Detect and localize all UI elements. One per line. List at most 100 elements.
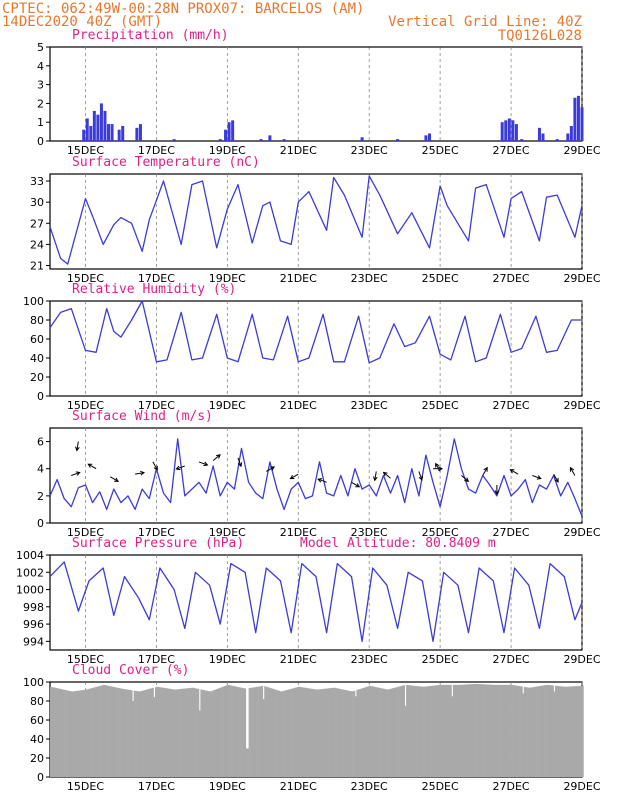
cloud-bar xyxy=(122,688,125,777)
cloud-bar xyxy=(315,689,318,777)
cloud-bar xyxy=(215,689,218,777)
y-tick-label: 6 xyxy=(37,436,44,449)
precip-bar xyxy=(99,103,103,141)
cloud-bar xyxy=(137,691,140,777)
cloud-bar xyxy=(176,689,178,777)
cloud-bar xyxy=(281,691,283,777)
series-line xyxy=(49,300,582,364)
cloud-bar xyxy=(213,690,215,777)
cloud-bar xyxy=(170,689,173,777)
cloud-bar xyxy=(535,686,537,777)
precip-bar xyxy=(121,125,125,141)
y-tick-label: 0 xyxy=(37,517,44,530)
cloud-bar xyxy=(164,688,167,777)
cloud-bar xyxy=(363,687,366,777)
cloud-bar xyxy=(119,688,122,777)
cloud-bar xyxy=(552,685,554,777)
cloud-bar xyxy=(265,686,268,777)
cloud-bar xyxy=(224,685,227,777)
cloud-bar xyxy=(264,686,266,777)
cloud-bar xyxy=(295,687,298,777)
cloud-bar xyxy=(359,688,361,777)
cloud-bar xyxy=(381,688,384,777)
panel-frame xyxy=(49,173,583,270)
cloud-bar xyxy=(99,685,102,777)
cloud-bar xyxy=(529,687,532,777)
precip-bar xyxy=(566,133,570,141)
cloud-bar xyxy=(269,688,272,777)
cloud-bar xyxy=(522,693,525,777)
x-tick-label: 19DEC xyxy=(209,526,246,539)
cloud-bar xyxy=(379,687,381,777)
cloud-bar xyxy=(469,684,472,777)
cloud-bar xyxy=(251,687,254,777)
precip-bar xyxy=(218,139,222,141)
x-tick-label: 23DEC xyxy=(351,653,388,666)
cloud-bar xyxy=(394,687,397,777)
cloud-bar xyxy=(318,689,320,777)
cloud-bar xyxy=(177,689,180,777)
cloud-bar xyxy=(355,696,357,777)
cloud-bar xyxy=(576,686,579,777)
y-tick-label: 0 xyxy=(37,771,44,784)
cloud-bar xyxy=(257,686,259,777)
x-tick-label: 21DEC xyxy=(280,780,317,793)
y-tick-label: 20 xyxy=(30,752,44,765)
x-tick-label: 25DEC xyxy=(422,780,459,793)
cloud-bar xyxy=(118,688,120,777)
panel-title: Surface Wind (m/s) xyxy=(72,409,213,424)
x-tick-label: 21DEC xyxy=(280,399,317,412)
cloud-bar xyxy=(288,689,291,777)
cloud-bar xyxy=(387,689,390,777)
cloud-bar xyxy=(112,686,115,777)
cloud-bar xyxy=(372,686,374,777)
cloud-bar xyxy=(55,688,58,777)
cloud-bar xyxy=(393,687,396,777)
cloud-bar xyxy=(259,686,262,777)
x-tick-label: 15DEC xyxy=(67,653,104,666)
cloud-bar xyxy=(142,690,144,777)
cloud-bar xyxy=(285,690,288,777)
precip-bar xyxy=(117,129,121,141)
y-tick-label: 998 xyxy=(23,601,44,614)
cloud-bar xyxy=(431,685,434,777)
cloud-bar xyxy=(237,686,239,777)
cloud-bar xyxy=(488,684,491,777)
x-tick-label: 17DEC xyxy=(138,526,175,539)
y-tick-label: 20 xyxy=(30,371,44,384)
cloud-bar xyxy=(364,687,367,777)
cloud-bar xyxy=(242,688,245,777)
cloud-bar xyxy=(140,690,143,777)
cloud-bar xyxy=(272,688,275,777)
wind-arrow xyxy=(532,475,542,480)
precip-bar xyxy=(107,124,111,141)
cloud-bar xyxy=(346,690,349,777)
cloud-bar xyxy=(478,684,481,777)
cloud-bar xyxy=(384,689,387,777)
cloud-bar xyxy=(345,690,347,777)
precip-bar xyxy=(500,122,504,141)
cloud-bar xyxy=(241,687,244,777)
cloud-bar xyxy=(201,689,204,777)
wind-arrow xyxy=(135,470,146,476)
cloud-bar xyxy=(299,686,302,777)
cloud-bar xyxy=(146,689,149,777)
panel-annotation: Model Altitude: 80.8409 m xyxy=(300,536,496,551)
x-tick-label: 27DEC xyxy=(493,526,530,539)
cloud-bar xyxy=(512,685,515,777)
cloud-bar xyxy=(271,688,274,777)
x-tick-label: 29DEC xyxy=(563,272,600,285)
cloud-bar xyxy=(533,686,536,777)
wind-arrow xyxy=(569,466,576,476)
cloud-bar xyxy=(434,685,437,777)
cloud-bar xyxy=(366,686,369,777)
cloud-bar xyxy=(82,689,85,777)
cloud-bar xyxy=(116,687,119,777)
cloud-bar xyxy=(248,688,251,777)
cloud-bar xyxy=(543,685,546,777)
cloud-bar xyxy=(238,687,241,777)
cloud-bar xyxy=(523,686,526,777)
y-tick-label: 3 xyxy=(37,79,44,92)
panel-frame xyxy=(49,427,583,524)
